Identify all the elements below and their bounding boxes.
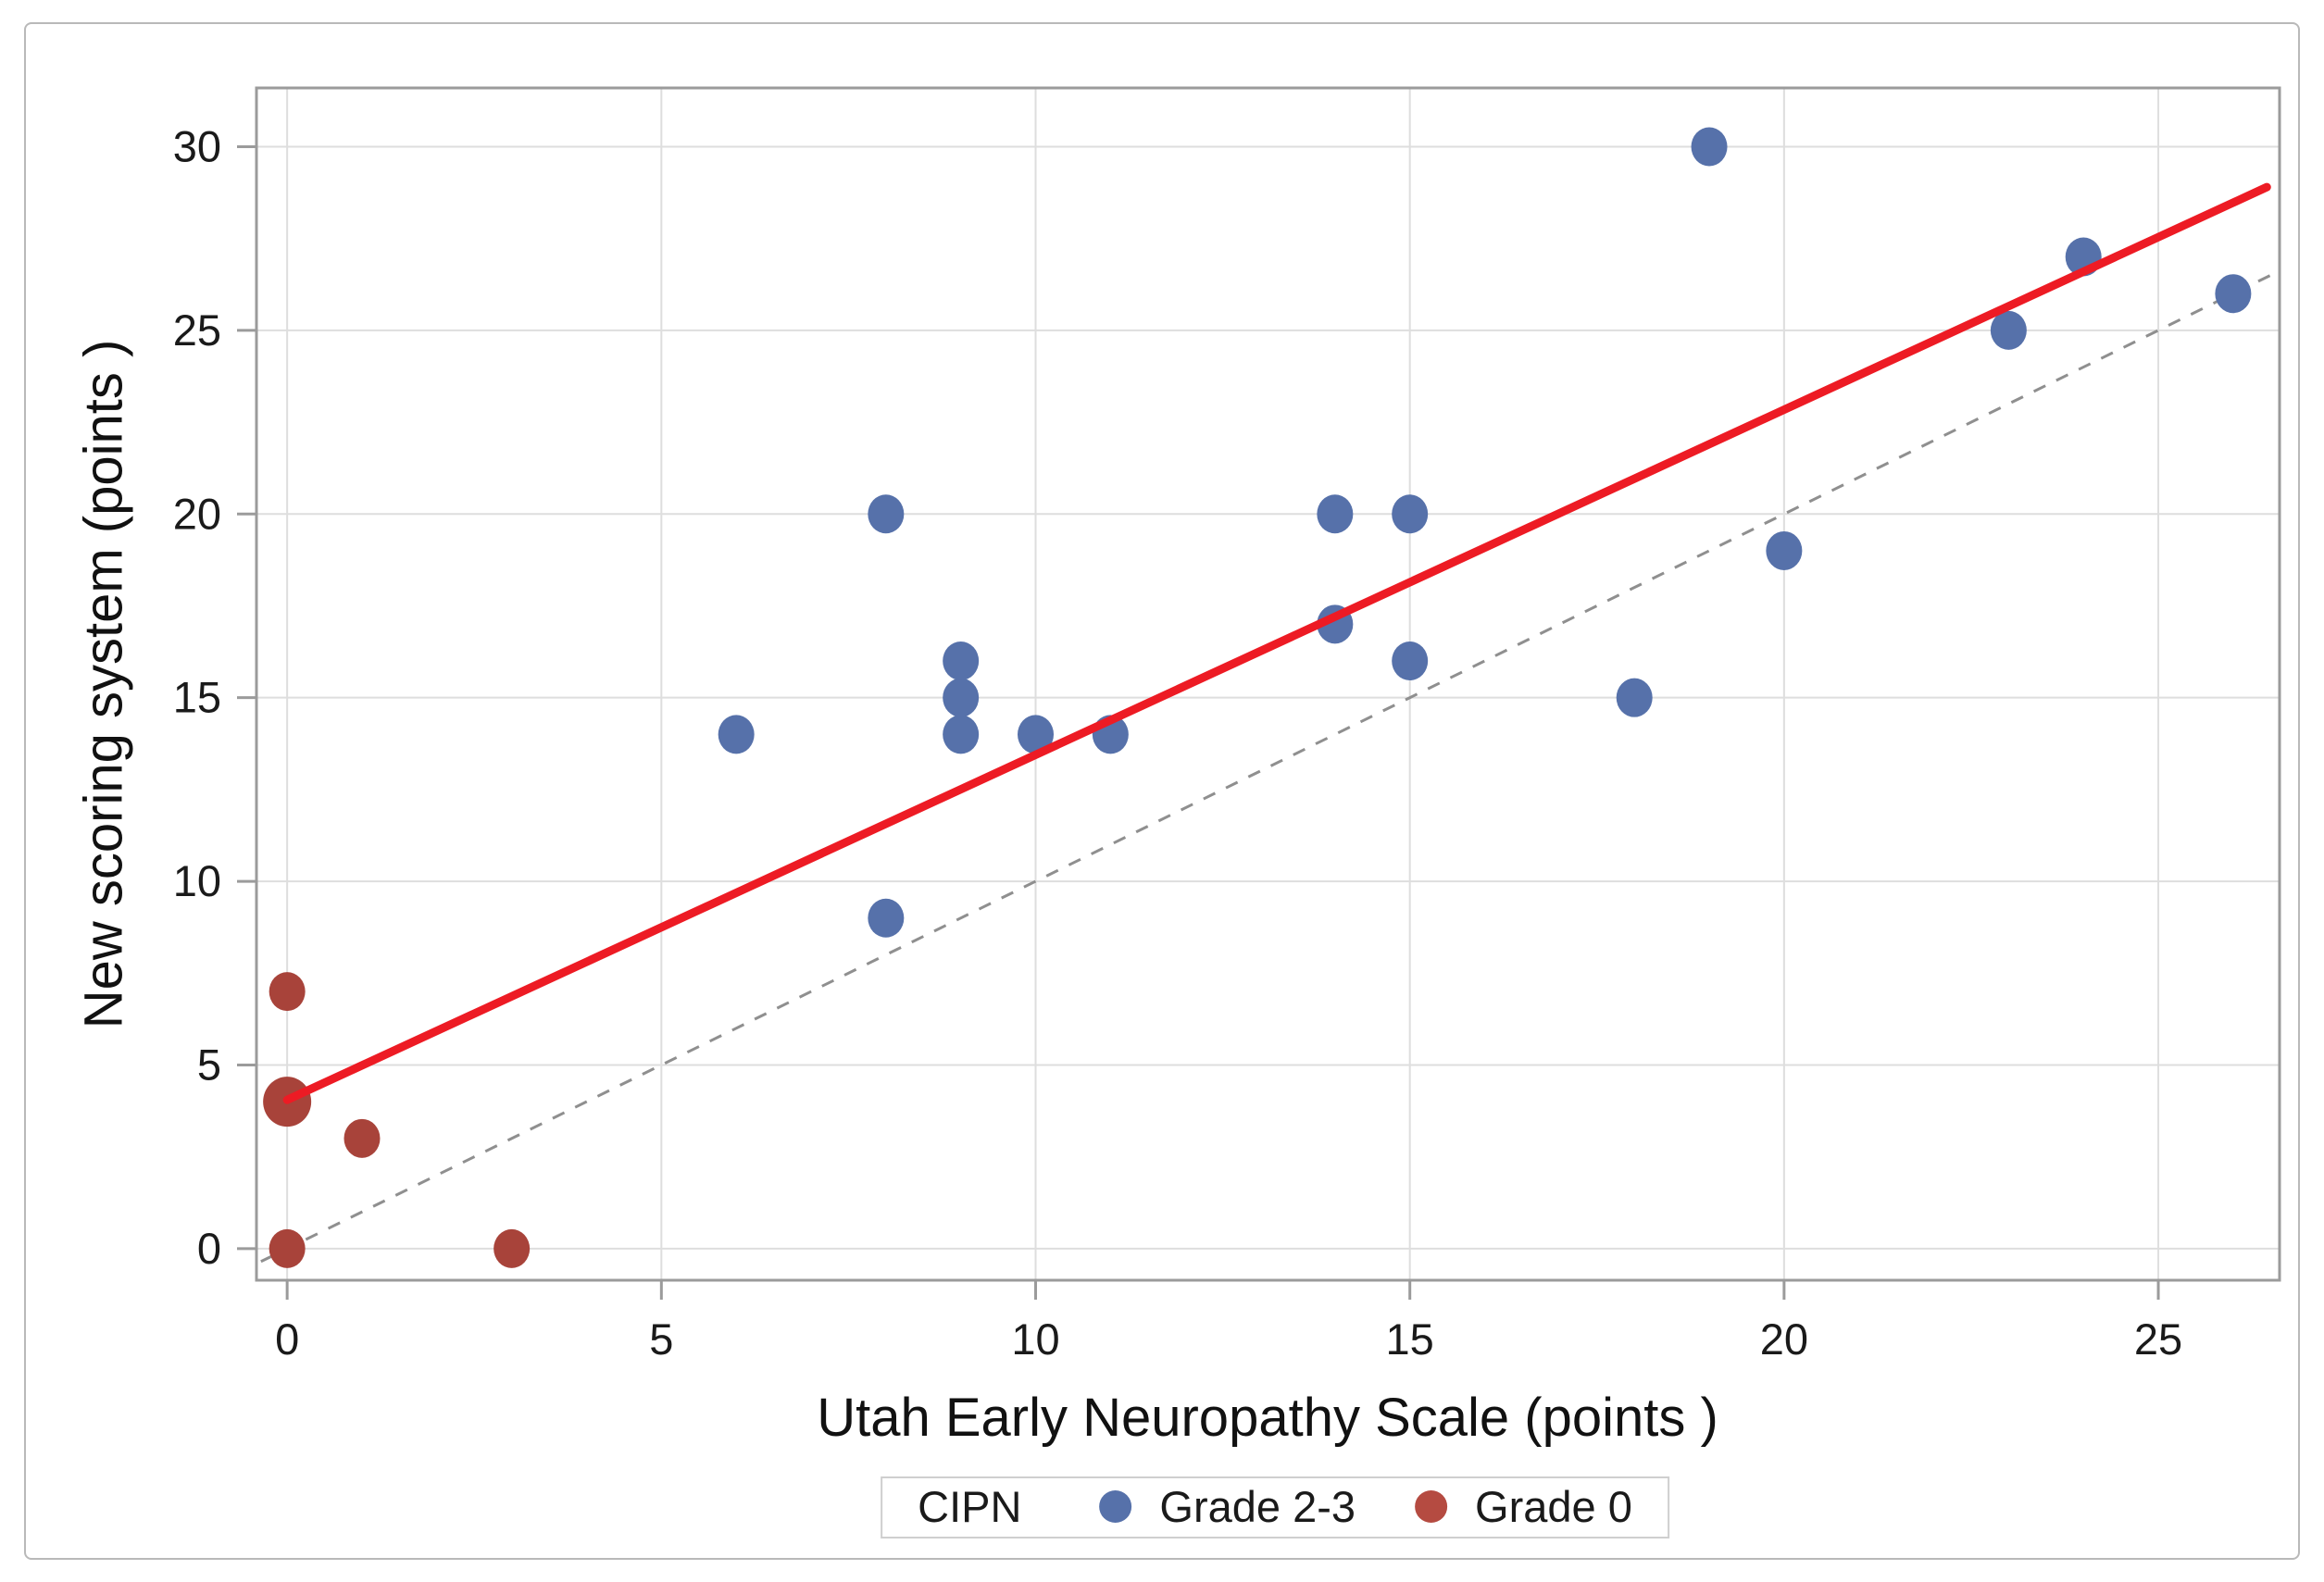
y-tick-label-10: 10 — [173, 856, 221, 905]
point-15-16 — [1392, 642, 1429, 681]
axis-ticks: 0 5 10 15 20 25 0 5 10 15 20 25 30 — [173, 121, 2182, 1364]
point-3-0 — [494, 1228, 531, 1268]
legend-entry-grade-0: Grade 0 — [1415, 1481, 1632, 1532]
x-tick-label-15: 15 — [1386, 1314, 1434, 1364]
plot-frame — [255, 86, 2281, 1282]
legend-entry-grade-2-3: Grade 2-3 — [1099, 1481, 1356, 1532]
y-tick-label-15: 15 — [173, 673, 221, 722]
x-tick-label-25: 25 — [2134, 1314, 2182, 1364]
point-0-0 — [269, 1228, 306, 1268]
point-8-9 — [868, 898, 905, 938]
y-axis-title: New scoring system (points ) — [73, 339, 134, 1029]
x-tick-label-0: 0 — [275, 1314, 299, 1364]
y-tick-label-25: 25 — [173, 305, 221, 355]
y-tick-label-30: 30 — [173, 121, 221, 170]
x-tick-label-20: 20 — [1760, 1314, 1808, 1364]
point-0-7 — [269, 972, 306, 1012]
regression-line — [282, 182, 2271, 1104]
point-23-25 — [1990, 310, 2027, 350]
point-8-20 — [868, 494, 905, 534]
point-14-20 — [1317, 494, 1354, 534]
point-10-14 — [1018, 715, 1055, 754]
legend-entry-label: Grade 2-3 — [1159, 1482, 1356, 1531]
grade-0-marker-icon — [1415, 1490, 1448, 1523]
grade-2-3-marker-icon — [1099, 1490, 1132, 1523]
x-tick-label-10: 10 — [1011, 1314, 1059, 1364]
point-15-20 — [1392, 494, 1429, 534]
scatter-grade-0 — [263, 972, 531, 1268]
identity-line — [260, 269, 2280, 1264]
gridlines — [256, 88, 2280, 1280]
point-9-16 — [943, 642, 980, 681]
x-axis-title: Utah Early Neuropathy Scale (points ) — [817, 1388, 1718, 1448]
legend-entry-label: Grade 0 — [1475, 1482, 1632, 1531]
point-1-3 — [344, 1118, 381, 1158]
y-tick-label-5: 5 — [197, 1040, 221, 1089]
point-19-30 — [1691, 127, 1728, 167]
x-tick-label-5: 5 — [649, 1314, 673, 1364]
y-tick-label-20: 20 — [173, 489, 221, 538]
legend-title: CIPN — [918, 1482, 1022, 1531]
point-18-15 — [1616, 678, 1653, 717]
y-tick-label-0: 0 — [197, 1224, 221, 1273]
point-9-15 — [943, 678, 980, 717]
point-6-14 — [718, 715, 755, 754]
legend: CIPN Grade 2-3 Grade 0 — [881, 1476, 1669, 1538]
scatter-grade-2-3 — [718, 127, 2252, 938]
point-26-26 — [2215, 274, 2252, 314]
point-20-19 — [1766, 530, 1803, 570]
point-9-14 — [943, 715, 980, 754]
